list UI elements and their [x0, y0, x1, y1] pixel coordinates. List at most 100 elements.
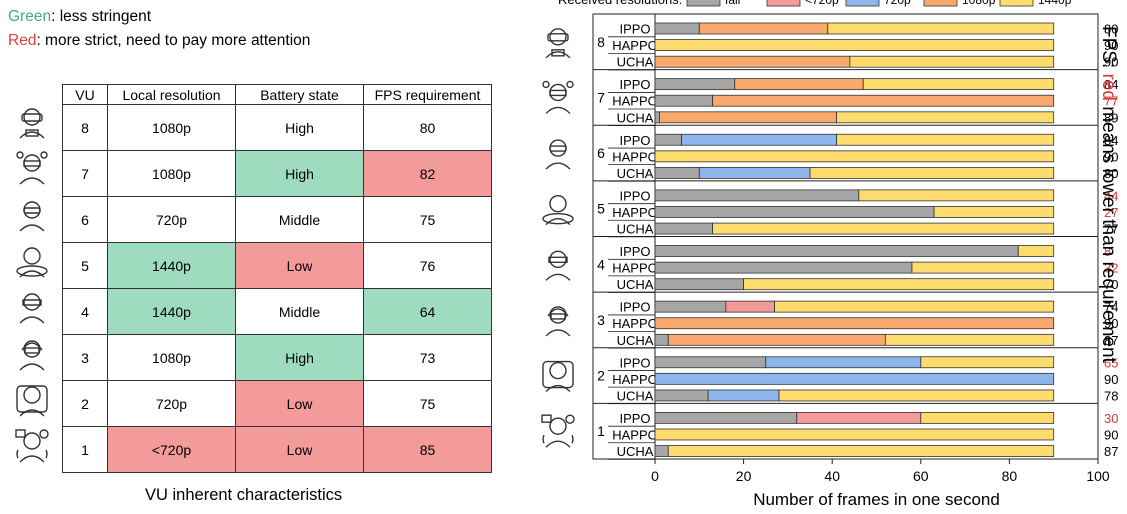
- fps-value-label: 80: [1104, 22, 1118, 37]
- header-battery-state: Battery state: [235, 84, 364, 105]
- person-devices-icon: [541, 414, 575, 448]
- fps-value-label: 87: [1104, 444, 1118, 459]
- cell-vu: 3: [62, 334, 108, 381]
- x-tick-label: 80: [1002, 468, 1018, 484]
- fps-value-label: 87: [1104, 333, 1118, 348]
- header-local-resolution: Local resolution: [107, 84, 236, 105]
- cell-bat: High: [235, 334, 364, 381]
- method-label: IPPO: [619, 188, 650, 203]
- bar-segment-fail: [654, 300, 727, 313]
- method-label: IPPO: [619, 244, 650, 259]
- legend-swatch-1080p: [923, 0, 958, 7]
- method-label: IPPO: [619, 411, 650, 426]
- method-label: HAPPO: [612, 427, 658, 442]
- fps-value-label: 44: [1104, 188, 1118, 203]
- bar-segment-fail: [654, 94, 713, 107]
- method-label: HAPPO: [612, 205, 658, 220]
- cell-bat: Middle: [235, 288, 364, 335]
- legend-label-1440p: 1440p: [1038, 0, 1072, 7]
- cell-vu: 6: [62, 196, 108, 243]
- fps-value-label: 89: [1104, 110, 1118, 125]
- method-label: HAPPO: [612, 149, 658, 164]
- fps-value-label: 90: [1104, 427, 1118, 442]
- cell-bat: Low: [235, 380, 364, 427]
- fps-value-label: 90: [1104, 372, 1118, 387]
- cell-fps: 82: [363, 150, 492, 197]
- method-label: UCHA: [617, 388, 654, 403]
- method-label: UCHA: [617, 444, 654, 459]
- right-label-red-word: red: [1098, 73, 1119, 101]
- person-frame-icon: [542, 360, 574, 393]
- method-label: IPPO: [619, 300, 650, 315]
- bar-segment-1440p: [920, 356, 1055, 369]
- fps-value-label: 70: [1104, 277, 1118, 292]
- bar-segment-1440p: [774, 300, 1055, 313]
- bar-segment-1080p: [667, 333, 886, 346]
- bar-segment-fail: [654, 111, 660, 124]
- fps-value-label: 84: [1104, 133, 1118, 148]
- bar-segment-fail: [654, 261, 913, 274]
- x-tick-label: 0: [651, 468, 659, 484]
- vr-headset-icon: [545, 28, 571, 59]
- bar-segment-1080p: [654, 317, 1055, 330]
- table-row: 3 1080p High 73: [62, 334, 492, 381]
- cell-res: 1080p: [107, 104, 236, 151]
- cell-bat: Low: [235, 242, 364, 289]
- bar-segment-1440p: [836, 133, 1055, 146]
- cell-fps: 75: [363, 196, 492, 243]
- header-fps-requirement: FPS requirement: [363, 84, 492, 105]
- bar-segment-1440p: [862, 78, 1055, 91]
- cell-fps: 85: [363, 426, 492, 473]
- legend-swatch-fail: [686, 0, 721, 7]
- fps-value-label: 8: [1104, 244, 1111, 259]
- red-note-text: : more strict, need to pay more attentio…: [36, 32, 311, 49]
- vu-group-label: 4: [597, 256, 605, 272]
- bar-segment-720p: [654, 372, 1055, 385]
- bar-segment-1440p: [858, 189, 1055, 202]
- bar-segment-fail: [654, 222, 713, 235]
- cell-res: <720p: [107, 426, 236, 473]
- bar-segment-fail: [654, 206, 935, 218]
- method-label: IPPO: [619, 77, 650, 92]
- bar-segment-1440p: [654, 39, 1055, 51]
- method-label: HAPPO: [612, 94, 658, 109]
- legend-title: Received resolutions:: [558, 0, 682, 7]
- bar-segment-1440p: [933, 206, 1055, 218]
- cell-vu: 4: [62, 288, 108, 335]
- cell-res: 720p: [107, 380, 236, 427]
- bar-segment-1440p: [849, 55, 1055, 68]
- vu-group-label: 7: [597, 89, 605, 105]
- person-ring-icon: [542, 194, 574, 226]
- table-row: 2 720p Low 75: [62, 380, 492, 427]
- table-row: 4 1440p Middle 64: [62, 288, 492, 335]
- bar-segment-720p: [707, 389, 780, 402]
- cell-bat: Middle: [235, 196, 364, 243]
- right-label-prefix: FPS:: [1098, 26, 1119, 74]
- person-helmet-icon: [14, 336, 50, 372]
- fps-value-label: 32: [1104, 261, 1118, 276]
- vu-group-label: 5: [597, 201, 605, 217]
- method-label: UCHA: [617, 55, 654, 70]
- fps-value-label: 90: [1104, 149, 1118, 164]
- person-helmet-icon: [545, 306, 571, 337]
- bar-segment-1080p: [654, 55, 851, 68]
- fps-value-label: 90: [1104, 55, 1118, 70]
- table-row: 7 1080p High 82: [62, 150, 492, 197]
- vr-headset-icon: [14, 104, 50, 140]
- bar-segment-fail: [654, 133, 682, 146]
- method-label: HAPPO: [612, 261, 658, 276]
- method-label: UCHA: [617, 110, 654, 125]
- robot-headset-icon: [542, 80, 574, 114]
- fps-value-label: 77: [1104, 222, 1118, 237]
- cell-fps: 76: [363, 242, 492, 289]
- x-tick-label: 100: [1086, 468, 1110, 484]
- vu-group-label: 8: [597, 34, 605, 50]
- vu-group-label: 1: [597, 423, 605, 439]
- bar-segment-720p: [698, 167, 811, 179]
- bar-segment-1440p: [836, 111, 1055, 124]
- bar-segment-1080p: [659, 111, 838, 124]
- red-word: Red: [8, 32, 37, 49]
- cell-fps: 75: [363, 380, 492, 427]
- cell-fps: 64: [363, 288, 492, 335]
